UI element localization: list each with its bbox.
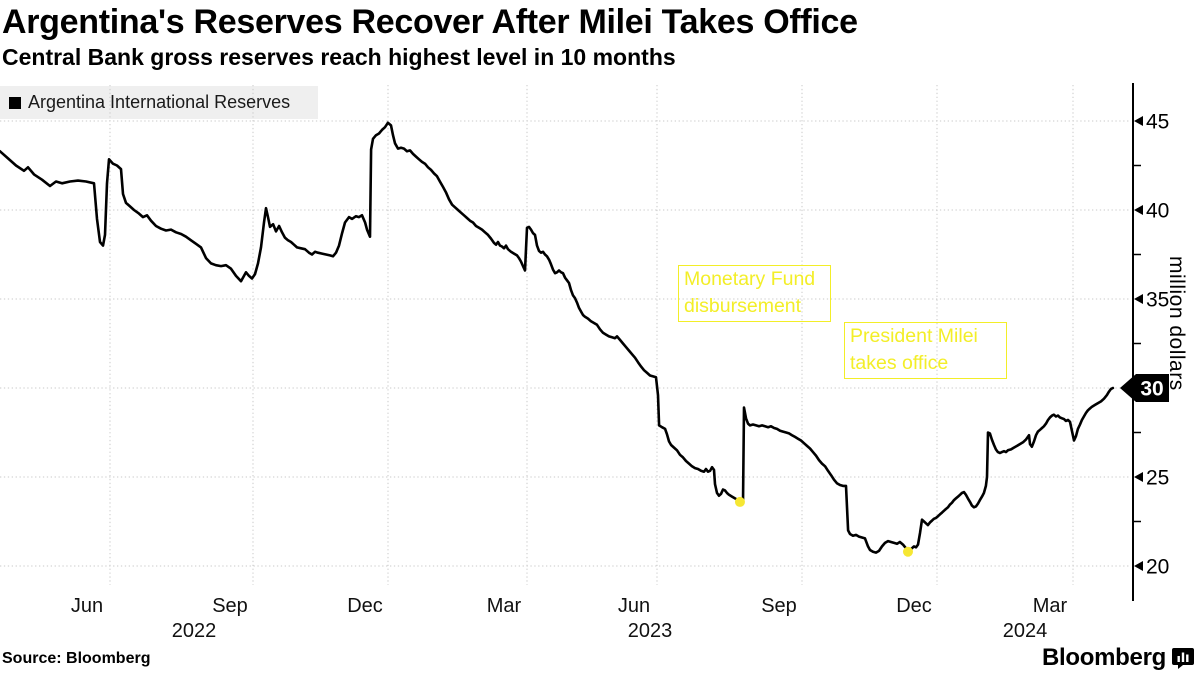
page-title: Argentina's Reserves Recover After Milei…	[2, 3, 858, 41]
series-line	[0, 121, 1115, 554]
last-value-badge	[1120, 374, 1169, 402]
x-axis-month-label: Jun	[617, 595, 651, 617]
annotation-milei-office: President Milei takes office	[844, 322, 1007, 379]
y-axis-tick-arrow-icon	[1134, 561, 1143, 571]
x-axis-month-label: Mar	[486, 595, 522, 617]
x-axis-month-label: Sep	[212, 595, 248, 617]
y-axis-tick-arrow-icon	[1134, 205, 1143, 215]
annotation-line: President Milei	[850, 325, 978, 347]
y-axis-tick-label: 40	[1146, 200, 1169, 223]
x-axis-month-label: Dec	[347, 595, 383, 617]
page-subtitle: Central Bank gross reserves reach highes…	[2, 44, 676, 70]
event-marker-dot	[734, 496, 745, 507]
source-note: Source: Bloomberg	[2, 650, 151, 667]
y-axis-tick-arrow-icon	[1134, 472, 1143, 482]
legend: Argentina International Reserves	[0, 86, 318, 119]
annotation-line: takes office	[850, 352, 949, 374]
last-value-badge-text: 30	[1140, 378, 1163, 401]
y-axis-unit-label: million dollars	[1165, 256, 1188, 391]
legend-swatch-icon	[9, 96, 21, 109]
annotation-line: Monetary Fund	[684, 268, 816, 290]
x-axis-year-label: 2023	[627, 620, 673, 642]
bloomberg-wordmark: Bloomberg	[1042, 644, 1166, 671]
bloomberg-brand: Bloomberg	[1042, 644, 1194, 672]
event-marker-dot	[902, 546, 913, 557]
bloomberg-logo-icon	[1171, 647, 1194, 669]
x-axis-month-label: Dec	[896, 595, 932, 617]
y-axis-tick-label: 20	[1146, 556, 1169, 579]
annotation-line: disbursement	[684, 295, 802, 317]
y-axis-tick-label: 25	[1146, 467, 1169, 490]
annotation-monetary-fund: Monetary Fund disbursement	[678, 265, 831, 322]
x-axis-month-label: Sep	[761, 595, 797, 617]
x-axis-month-label: Mar	[1032, 595, 1068, 617]
y-axis-tick-arrow-icon	[1134, 294, 1143, 304]
legend-background	[0, 86, 318, 119]
x-axis-year-label: 2024	[1002, 620, 1048, 642]
y-axis-tick-label: 35	[1146, 289, 1169, 312]
x-axis-month-label: Jun	[70, 595, 104, 617]
x-axis-year-label: 2022	[171, 620, 217, 642]
legend-label: Argentina International Reserves	[28, 92, 291, 112]
y-axis-tick-label: 45	[1146, 111, 1169, 134]
y-axis-tick-arrow-icon	[1134, 116, 1143, 126]
